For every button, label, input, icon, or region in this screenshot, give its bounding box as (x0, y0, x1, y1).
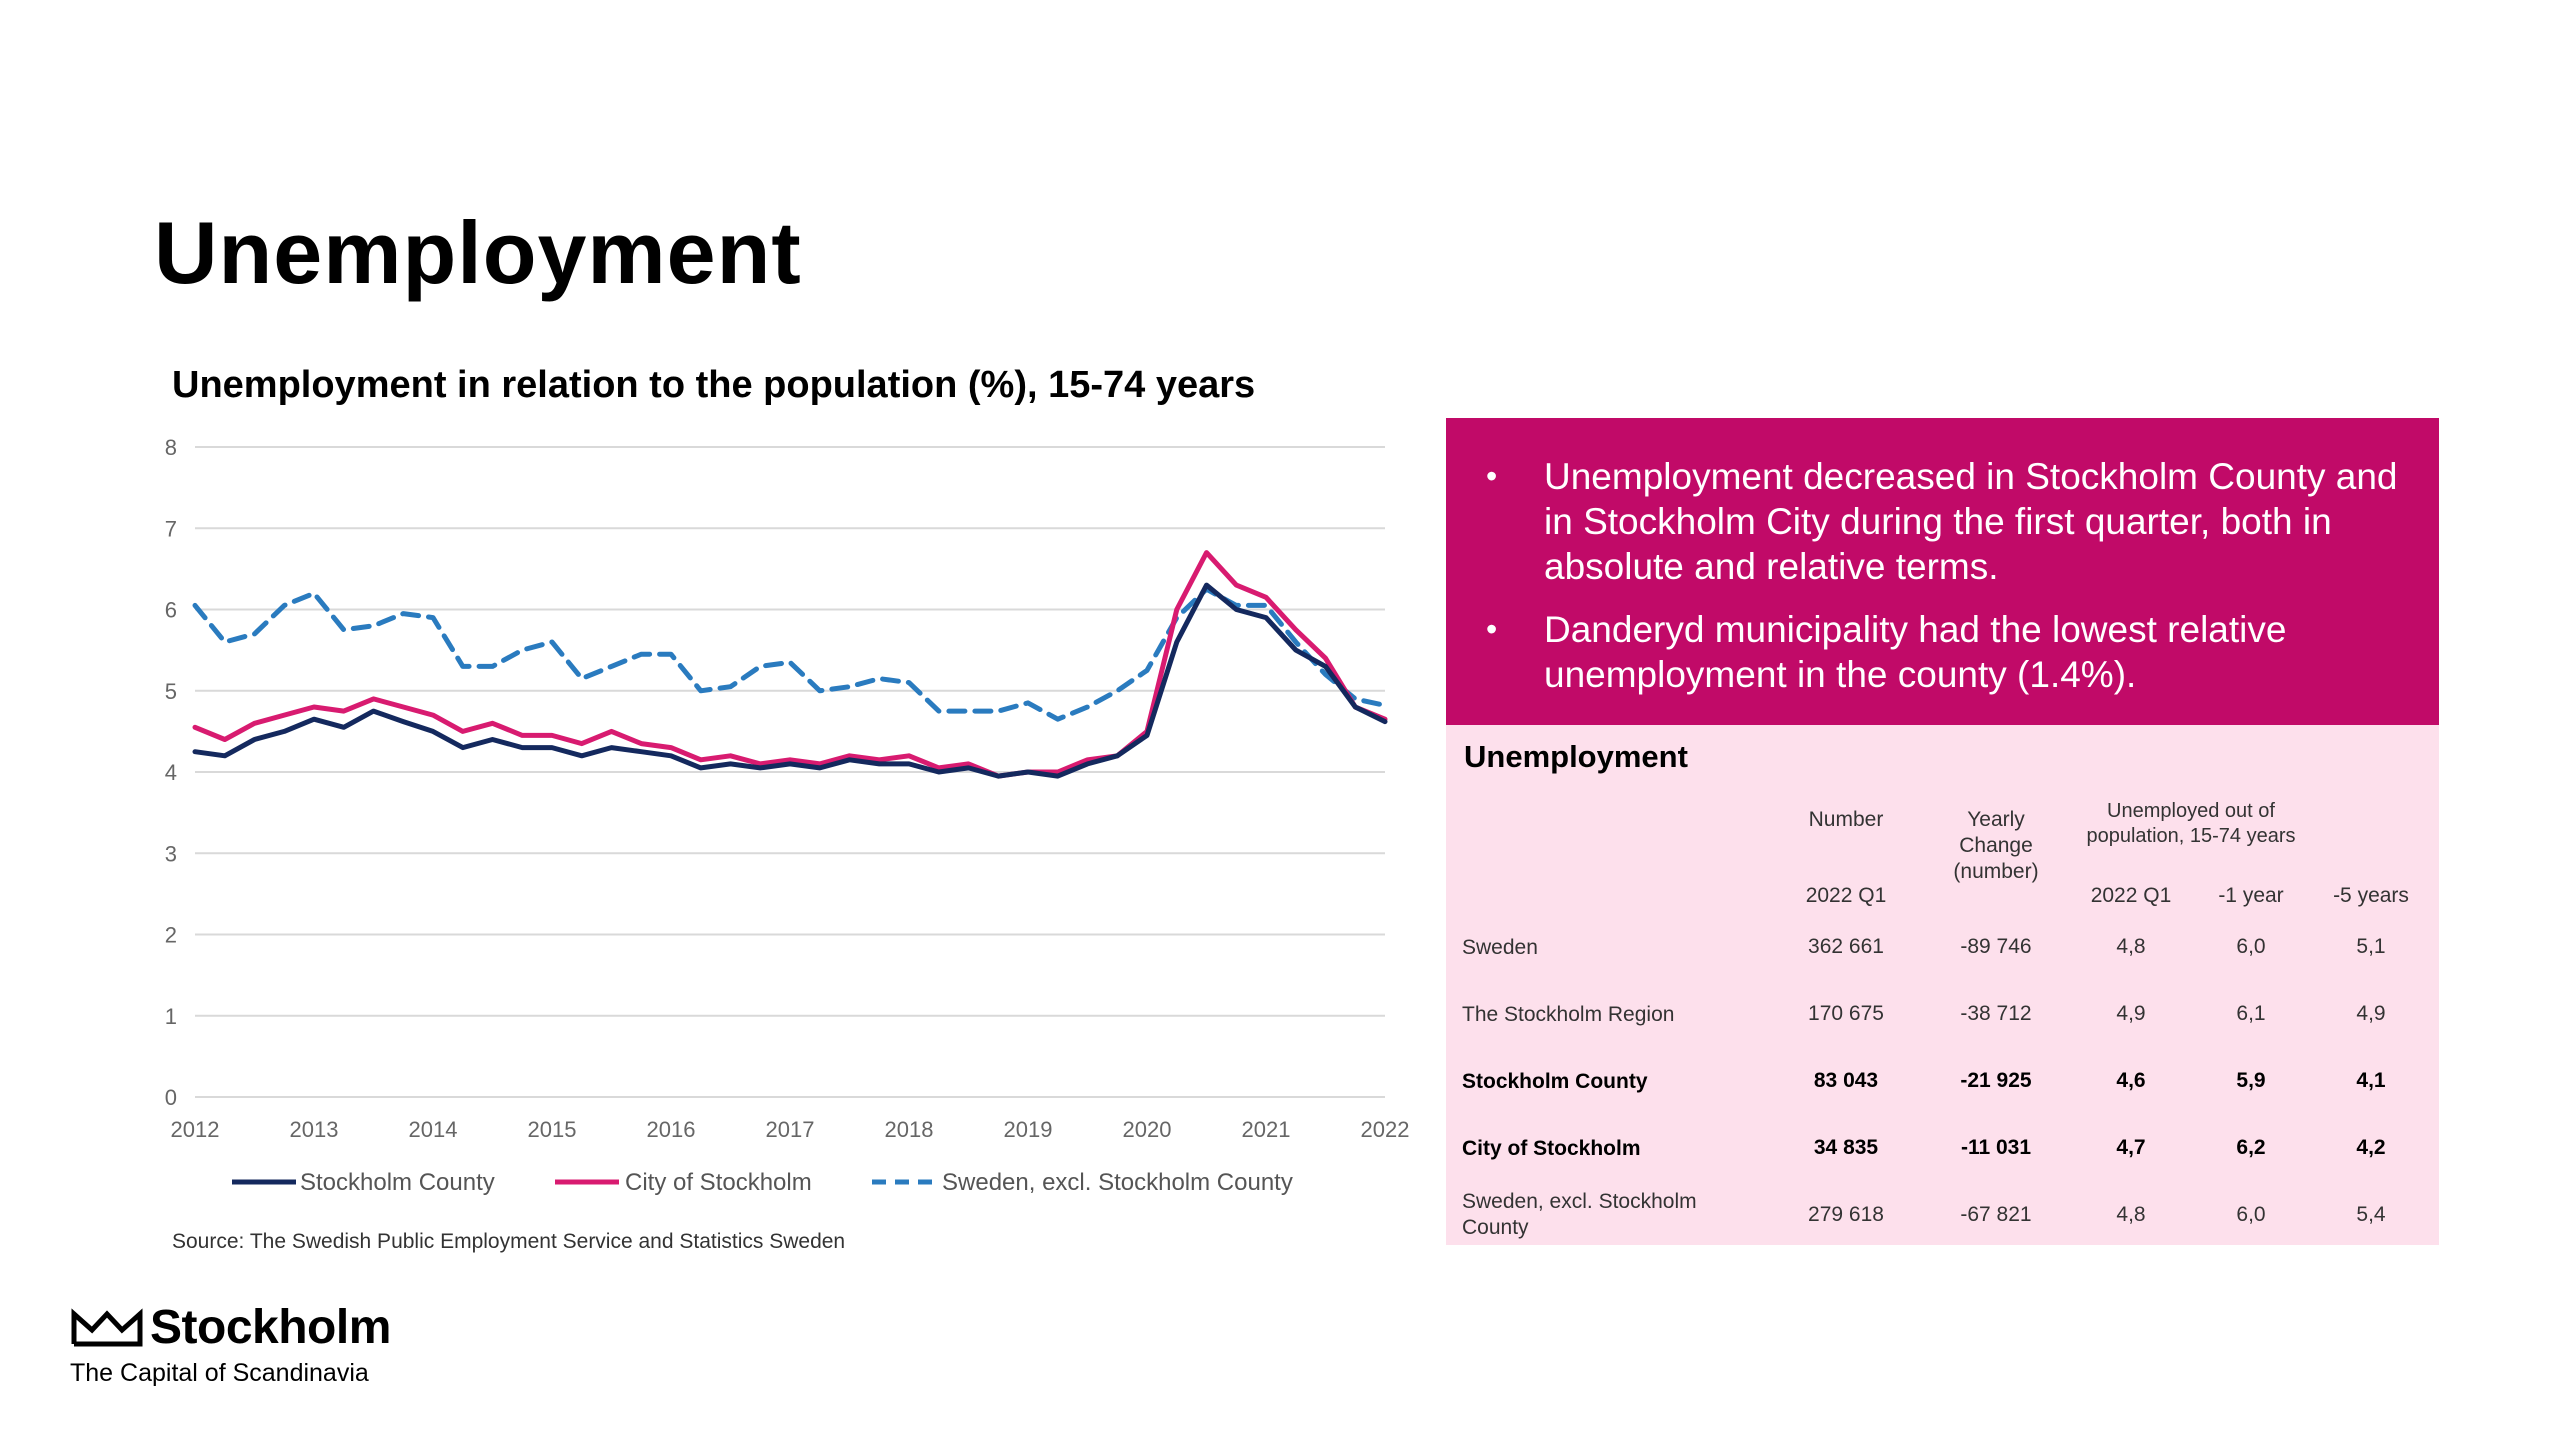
table-cell-m1: 6,0 (2236, 935, 2266, 958)
highlight-bullet-text: Unemployment decreased in Stockholm Coun… (1544, 456, 2398, 587)
header-period-rate: 2022 Q1 (2090, 884, 2172, 907)
legend-label: City of Stockholm (625, 1169, 812, 1196)
x-tick-label: 2015 (528, 1117, 577, 1142)
x-tick-label: 2013 (290, 1117, 339, 1142)
legend-label: Sweden, excl. Stockholm County (942, 1169, 1293, 1196)
table-cell-q1: 4,9 (2116, 1002, 2146, 1025)
y-tick-label: 1 (165, 1004, 177, 1029)
y-tick-label: 3 (165, 841, 177, 866)
table-cell-q1: 4,6 (2116, 1069, 2146, 1092)
x-tick-label: 2017 (766, 1117, 815, 1142)
unemployment-table: Unemployment Number 2022 Q1 Yearly Chang… (1446, 725, 2439, 1245)
chart-title: Unemployment in relation to the populati… (172, 364, 1256, 406)
highlight-bullet-text: Danderyd municipality had the lowest rel… (1544, 609, 2287, 695)
table-cell-change: -89 746 (1960, 935, 2032, 958)
table-row-region: Sweden (1462, 936, 1538, 959)
header-rate-group: Unemployed out of population, 15-74 year… (2086, 800, 2296, 847)
table-cell-m5: 5,1 (2356, 935, 2386, 958)
table-cell-m1: 6,0 (2236, 1203, 2266, 1226)
table-cell-m1: 6,2 (2236, 1136, 2266, 1159)
table-cell-change: -11 031 (1960, 1136, 2032, 1159)
x-tick-label: 2020 (1123, 1117, 1172, 1142)
table-cell-m5: 4,2 (2356, 1136, 2386, 1159)
legend-label: Stockholm County (300, 1169, 495, 1196)
table-cell-number: 34 835 (1813, 1136, 1879, 1159)
x-tick-label: 2021 (1242, 1117, 1291, 1142)
table-cell-number: 83 043 (1813, 1069, 1879, 1092)
table-cell-number: 362 661 (1808, 935, 1884, 958)
table-row-region: Stockholm County (1462, 1070, 1648, 1093)
table-title: Unemployment (1464, 739, 1688, 774)
series-line-2 (192, 586, 1388, 722)
x-tick-label: 2019 (1004, 1117, 1053, 1142)
table-cell-number: 279 618 (1808, 1203, 1884, 1226)
page-title: Unemployment (154, 203, 802, 302)
y-tick-label: 0 (165, 1085, 177, 1110)
table-row-region: Sweden, excl. Stockholm County (1462, 1190, 1697, 1239)
x-tick-label: 2022 (1361, 1117, 1410, 1142)
y-tick-label: 7 (165, 516, 177, 541)
y-tick-label: 6 (165, 598, 177, 623)
table-cell-q1: 4,8 (2116, 1203, 2146, 1226)
x-tick-label: 2016 (647, 1117, 696, 1142)
header-minus1: -1 year (2218, 884, 2284, 907)
table-cell-m1: 5,9 (2236, 1069, 2266, 1092)
x-tick-label: 2012 (171, 1117, 220, 1142)
table-cell-change: -21 925 (1960, 1069, 2032, 1092)
table-cell-m5: 5,4 (2356, 1203, 2386, 1226)
y-tick-label: 4 (165, 760, 177, 785)
unemployment-line-chart: 0 1 2 3 4 5 6 7 8 2012 2013 2014 2015 2016 2017 2018 201… (165, 435, 1410, 1196)
table-cell-number: 170 675 (1808, 1002, 1884, 1025)
table-row-region: City of Stockholm (1462, 1137, 1641, 1160)
header-minus5: -5 years (2333, 884, 2409, 907)
table-cell-m1: 6,1 (2236, 1002, 2266, 1025)
y-tick-label: 5 (165, 679, 177, 704)
stockholm-logo[interactable]: Stockholm The Capital of Scandinavia (70, 1300, 391, 1388)
table-cell-q1: 4,8 (2116, 935, 2146, 958)
series-line-0 (192, 582, 1388, 779)
y-tick-label: 8 (165, 435, 177, 460)
table-cell-q1: 4,7 (2116, 1136, 2146, 1159)
x-tick-label: 2014 (409, 1117, 458, 1142)
table-cell-change: -38 712 (1960, 1002, 2032, 1025)
table-cell-m5: 4,1 (2356, 1069, 2386, 1092)
x-tick-label: 2018 (885, 1117, 934, 1142)
highlight-bullet: • Danderyd municipality had the lowest re… (1486, 609, 2287, 695)
y-tick-label: 2 (165, 923, 177, 948)
logo-tagline: The Capital of Scandinavia (70, 1359, 369, 1387)
header-number: Number (1808, 808, 1884, 831)
highlight-list: • Unemployment decreased in Stockholm Cou… (1446, 418, 2439, 697)
series-line-1 (192, 550, 1388, 779)
logo-name: Stockholm (150, 1301, 391, 1354)
chart-source: Source: The Swedish Public Employment Se… (172, 1230, 846, 1253)
table-cell-m5: 4,9 (2356, 1002, 2386, 1025)
table-cell-change: -67 821 (1960, 1203, 2032, 1226)
highlight-bullet: • Unemployment decreased in Stockholm Cou… (1486, 456, 2398, 587)
highlight-box: • Unemployment decreased in Stockholm Cou… (1446, 418, 2439, 725)
header-period-number: 2022 Q1 (1805, 884, 1887, 907)
table-row-region: The Stockholm Region (1462, 1003, 1675, 1026)
header-yearly-change: Yearly Change (number) (1953, 808, 2039, 883)
crown-icon (71, 1307, 143, 1346)
